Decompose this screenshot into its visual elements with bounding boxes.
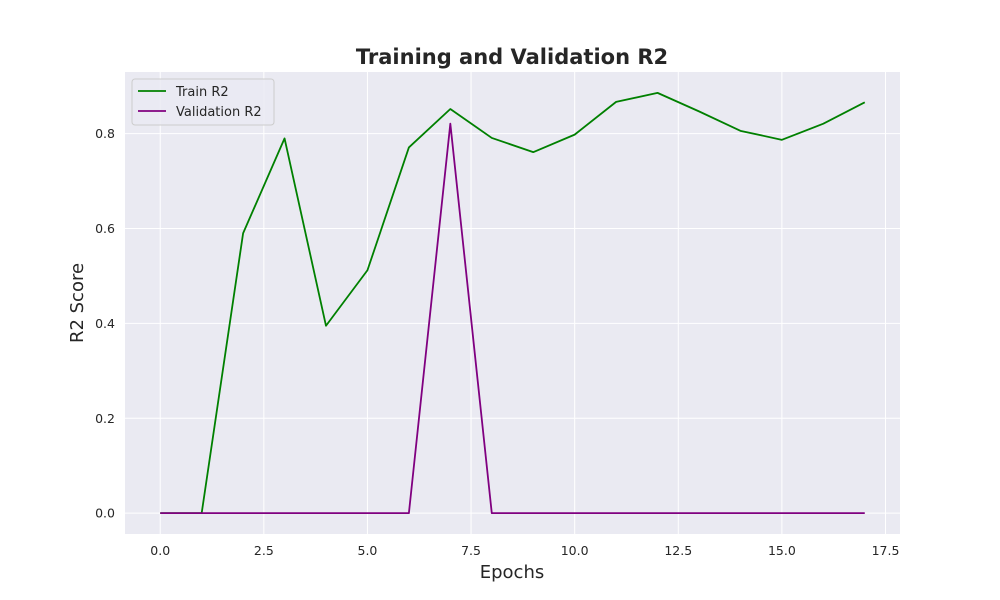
y-tick-label: 0.4 — [95, 316, 115, 331]
x-tick-label: 15.0 — [768, 543, 796, 558]
chart-title: Training and Validation R2 — [356, 45, 668, 69]
y-axis-label: R2 Score — [67, 263, 88, 343]
y-tick-label: 0.8 — [95, 126, 115, 141]
legend-label-validation: Validation R2 — [176, 105, 262, 120]
series-layer — [160, 91, 866, 515]
x-tick-label: 17.5 — [872, 543, 900, 558]
x-tick-label: 5.0 — [358, 543, 378, 558]
legend-box — [131, 78, 275, 126]
legend-label-train: Train R2 — [175, 85, 229, 100]
legend: Train R2 Validation R2 — [131, 78, 275, 126]
x-tick-label: 12.5 — [664, 543, 692, 558]
x-tick-label: 7.5 — [461, 543, 481, 558]
x-tick-label: 2.5 — [254, 543, 274, 558]
x-tick-label: 10.0 — [561, 543, 589, 558]
y-tick-label: 0.2 — [95, 411, 115, 426]
y-tick-label: 0.0 — [95, 506, 115, 521]
x-axis-label: Epochs — [480, 562, 545, 583]
x-tick-label: 0.0 — [150, 543, 170, 558]
series-line-train-r2 — [160, 91, 866, 515]
x-tick-labels: 0.0 2.5 5.0 7.5 10.0 12.5 15.0 17.5 — [150, 543, 899, 558]
plot-area — [125, 72, 900, 534]
series-line-validation-r2 — [160, 122, 865, 515]
y-tick-label: 0.6 — [95, 221, 115, 236]
y-tick-labels: 0.0 0.2 0.4 0.6 0.8 — [95, 126, 115, 520]
